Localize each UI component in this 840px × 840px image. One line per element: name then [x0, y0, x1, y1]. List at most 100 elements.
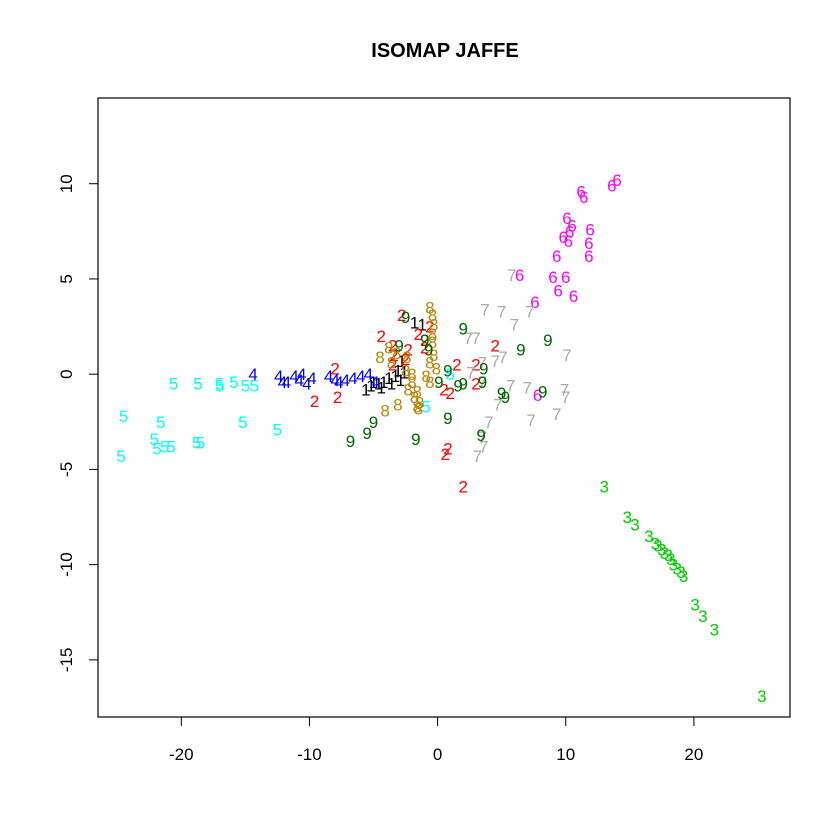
data-point-7: 7: [478, 354, 487, 373]
data-point-1: 1: [384, 369, 393, 388]
data-point-8: 8: [429, 316, 438, 335]
data-point-1: 1: [361, 380, 370, 399]
data-point-1: 1: [400, 363, 409, 382]
data-point-6: 6: [564, 232, 573, 251]
data-point-4: 4: [330, 371, 339, 390]
x-tick-label: -10: [297, 745, 322, 764]
data-point-2: 2: [441, 445, 450, 464]
data-point-2: 2: [401, 350, 410, 369]
y-tick-label: 5: [57, 274, 76, 283]
data-point-2: 2: [388, 337, 397, 356]
data-point-6: 6: [558, 228, 567, 247]
data-point-8: 8: [401, 361, 410, 380]
data-point-8: 8: [428, 325, 437, 344]
data-point-8: 8: [392, 344, 401, 363]
data-point-2: 2: [452, 356, 461, 375]
data-point-2: 2: [403, 340, 412, 359]
data-point-2: 2: [414, 325, 423, 344]
y-tick-label: -15: [57, 648, 76, 673]
data-point-8: 8: [384, 339, 393, 358]
data-point-9: 9: [497, 384, 506, 403]
data-point-6: 6: [576, 182, 585, 201]
data-point-6: 6: [579, 188, 588, 207]
data-point-7: 7: [506, 377, 515, 396]
data-point-8: 8: [432, 359, 441, 378]
data-point-8: 8: [402, 348, 411, 367]
data-point-9: 9: [424, 340, 433, 359]
data-point-3: 3: [651, 535, 660, 554]
data-point-8: 8: [410, 388, 419, 407]
data-point-9: 9: [369, 413, 378, 432]
data-point-4: 4: [370, 373, 379, 392]
data-point-3: 3: [630, 516, 639, 535]
data-point-2: 2: [491, 337, 500, 356]
x-axis: -20 -10 0 10 20: [169, 716, 703, 764]
data-point-2: 2: [388, 356, 397, 375]
data-point-8: 8: [393, 396, 402, 415]
data-point-7: 7: [466, 363, 475, 382]
data-point-3: 3: [669, 556, 678, 575]
data-point-6: 6: [607, 177, 616, 196]
data-point-8: 8: [403, 380, 412, 399]
data-point-8: 8: [407, 365, 416, 384]
data-point-4: 4: [324, 367, 333, 386]
x-tick-label: 20: [684, 745, 703, 764]
data-point-4: 4: [348, 369, 357, 388]
data-point-6: 6: [585, 220, 594, 239]
data-point-3: 3: [657, 540, 666, 559]
data-point-2: 2: [471, 356, 480, 375]
data-point-6: 6: [584, 247, 593, 266]
data-point-8: 8: [429, 346, 438, 365]
data-point-1: 1: [366, 377, 375, 396]
data-point-3: 3: [757, 687, 766, 706]
chart-title: ISOMAP JAFFE: [371, 40, 518, 62]
data-point-8: 8: [375, 348, 384, 367]
data-point-5: 5: [166, 438, 175, 457]
data-point-4: 4: [294, 371, 303, 390]
data-point-7: 7: [478, 428, 487, 447]
data-point-1: 1: [387, 375, 396, 394]
data-point-3: 3: [599, 478, 608, 497]
data-point-6: 6: [584, 234, 593, 253]
data-point-9: 9: [411, 430, 420, 449]
data-point-6: 6: [533, 386, 542, 405]
data-point-1: 1: [417, 316, 426, 335]
data-point-5: 5: [421, 398, 430, 417]
data-point-6: 6: [548, 268, 557, 287]
data-point-2: 2: [389, 346, 398, 365]
data-point-6: 6: [612, 171, 621, 190]
y-tick-label: -5: [57, 462, 76, 477]
data-point-4: 4: [278, 373, 287, 392]
data-point-6: 6: [567, 217, 576, 236]
data-point-4: 4: [302, 375, 311, 394]
data-point-7: 7: [552, 405, 561, 424]
data-point-5: 5: [192, 434, 201, 453]
data-point-1: 1: [369, 373, 378, 392]
data-point-4: 4: [282, 373, 291, 392]
x-tick-label: 0: [433, 745, 442, 764]
data-point-8: 8: [387, 354, 396, 373]
y-axis: -15 -10 -5 0 5 10: [57, 174, 99, 673]
data-point-3: 3: [710, 620, 719, 639]
data-point-9: 9: [478, 373, 487, 392]
data-point-4: 4: [334, 373, 343, 392]
data-point-5: 5: [215, 375, 224, 394]
x-tick-label: 10: [556, 745, 575, 764]
data-point-5: 5: [229, 373, 238, 392]
data-point-8: 8: [412, 398, 421, 417]
data-point-7: 7: [491, 352, 500, 371]
data-point-3: 3: [690, 596, 699, 615]
data-point-2: 2: [330, 359, 339, 378]
data-point-7: 7: [525, 302, 534, 321]
data-point-7: 7: [498, 348, 507, 367]
data-point-3: 3: [653, 537, 662, 556]
data-point-8: 8: [412, 382, 421, 401]
data-point-1: 1: [376, 379, 385, 398]
data-point-5: 5: [119, 407, 128, 426]
data-point-9: 9: [476, 426, 485, 445]
x-tick-label: -20: [169, 745, 194, 764]
data-point-4: 4: [274, 367, 283, 386]
data-point-9: 9: [479, 359, 488, 378]
